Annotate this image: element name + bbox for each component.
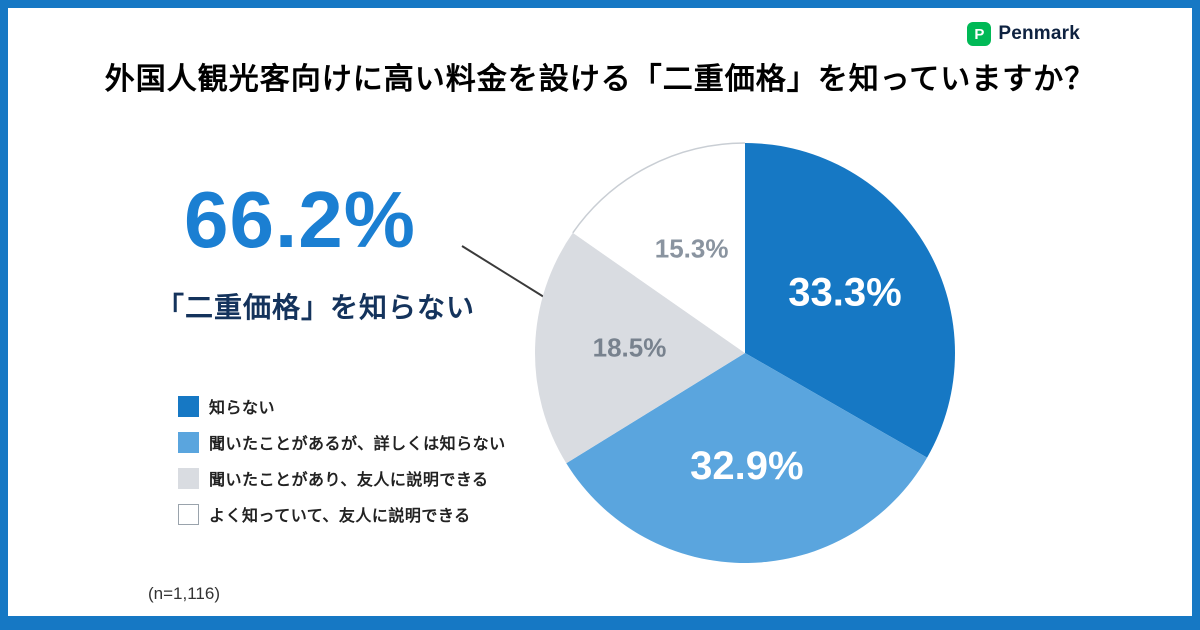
legend-item-1: 聞いたことがあるが、詳しくは知らない — [178, 430, 506, 454]
legend-label: よく知っていて、友人に説明できる — [209, 508, 471, 525]
pie-slice-label: 15.3% — [655, 233, 729, 263]
legend-item-2: 聞いたことがあり、友人に説明できる — [178, 466, 506, 490]
pie-slice-0 — [745, 143, 955, 458]
highlight-label: 「二重価格」を知らない — [156, 292, 476, 323]
penmark-logo-text: Penmark — [998, 23, 1080, 44]
chart-title: 外国人観光客向けに高い料金を設ける「二重価格」を知っていますか？ — [104, 63, 1096, 96]
penmark-logo: P Penmark — [967, 22, 1080, 46]
sample-size-note: (n=1,116) — [148, 584, 220, 603]
legend-label: 聞いたことがあり、友人に説明できる — [209, 472, 489, 489]
chart-legend: 知らない聞いたことがあるが、詳しくは知らない 聞いたことがあり、友人に説明できるよ… — [178, 394, 506, 526]
pie-slice-2 — [534, 232, 745, 464]
pie-slice-1 — [566, 353, 928, 563]
legend-swatch — [178, 431, 199, 453]
pie-slice-label: 18.5% — [593, 333, 667, 363]
penmark-logo-icon: P — [967, 22, 992, 46]
legend-swatch — [178, 467, 199, 489]
highlight-percentage: 66.2% — [184, 175, 416, 264]
legend-swatch — [178, 395, 199, 417]
legend-swatch — [178, 503, 199, 525]
pie-chart: 33.3% 32.9% 18.5% 15.3% — [525, 133, 965, 573]
pie-slice-3 — [572, 143, 745, 353]
pie-slice-label: 33.3% — [788, 271, 901, 315]
legend-label: 知らない — [209, 400, 276, 417]
legend-item-0: 知らない — [178, 394, 506, 418]
pie-slice-outline — [572, 142, 746, 234]
legend-item-3: よく知っていて、友人に説明できる — [178, 502, 506, 526]
legend-label: 聞いたことがあるが、詳しくは知らない — [209, 436, 506, 453]
pie-slice-label: 32.9% — [690, 444, 803, 488]
